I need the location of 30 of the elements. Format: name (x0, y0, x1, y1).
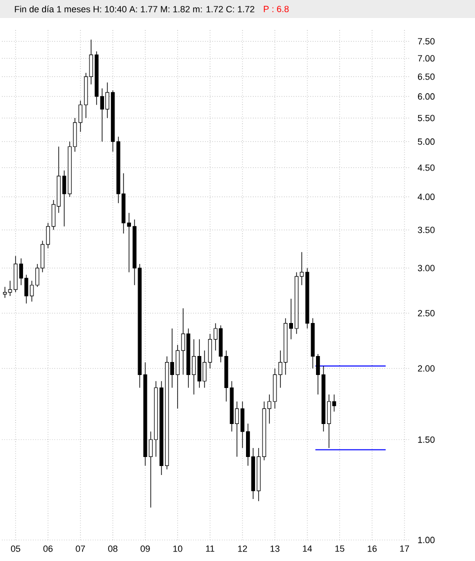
x-tick-label: 12 (238, 546, 247, 552)
y-tick-label: 2.50 (418, 310, 435, 316)
x-tick-label: 15 (335, 546, 344, 552)
y-tick-label: 1.50 (418, 436, 435, 443)
y-tick-label: 3.00 (418, 264, 435, 272)
x-tick-label: 16 (368, 546, 377, 552)
y-tick-label: 5.50 (418, 114, 435, 122)
x-tick-label: 07 (76, 546, 85, 552)
candlestick (62, 170, 66, 227)
x-tick-label: 11 (206, 546, 214, 552)
y-tick-label: 1.00 (418, 536, 435, 544)
y-tick-label: 2.00 (418, 365, 435, 372)
chart-title: Fin de día 1 meses H: 10:40 A: 1.77 M: 1.82 m: 1.72 C: 1.72 (14, 6, 254, 12)
y-tick-label: 6.50 (418, 74, 435, 80)
x-tick-label: 06 (43, 546, 53, 552)
x-tick-label: 10 (173, 546, 182, 552)
text: P : 6.8 (264, 6, 289, 12)
y-tick-label: 3.50 (418, 226, 435, 234)
x-tick-label: 13 (270, 546, 280, 552)
y-tick-label: 4.50 (418, 164, 435, 171)
x-tick-label: 09 (140, 546, 150, 552)
x-tick-label: 17 (400, 546, 410, 552)
x-tick-label: 05 (10, 546, 20, 552)
y-tick-label: 4.00 (418, 194, 435, 200)
y-tick-label: 7.00 (418, 55, 435, 62)
y-tick-label: 6.00 (418, 93, 435, 100)
x-tick-label: 08 (108, 546, 118, 552)
x-tick-label: 14 (302, 546, 312, 552)
y-tick-label: 5.00 (418, 138, 435, 145)
y-tick-label: 7.50 (418, 38, 435, 44)
